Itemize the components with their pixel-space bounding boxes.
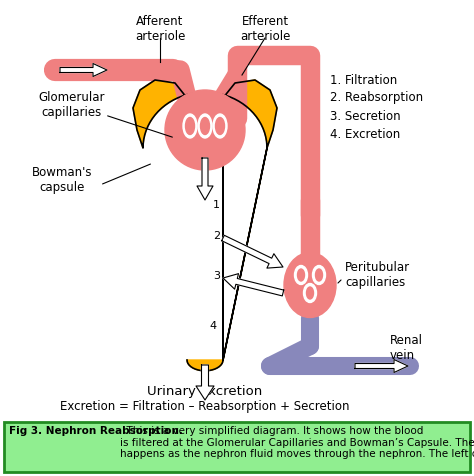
Ellipse shape <box>183 114 197 138</box>
Text: 4. Excretion: 4. Excretion <box>330 128 400 140</box>
Ellipse shape <box>201 118 210 135</box>
Ellipse shape <box>284 252 336 317</box>
Polygon shape <box>60 63 107 77</box>
Text: 3: 3 <box>213 271 220 281</box>
Ellipse shape <box>316 269 322 281</box>
Text: This is a very simplified diagram. It shows how the blood
is filtered at the Glo: This is a very simplified diagram. It sh… <box>120 426 474 459</box>
Circle shape <box>165 90 245 170</box>
Polygon shape <box>197 158 213 200</box>
Text: 2: 2 <box>213 231 220 241</box>
Polygon shape <box>223 274 284 296</box>
Text: 2. Reabsorption: 2. Reabsorption <box>330 91 423 105</box>
Text: Urinary excretion: Urinary excretion <box>147 385 263 398</box>
Polygon shape <box>355 359 408 373</box>
Ellipse shape <box>216 118 225 135</box>
Text: Bowman's
capsule: Bowman's capsule <box>32 166 92 194</box>
Polygon shape <box>196 365 214 400</box>
Text: Fig 3. Nephron Reabsorption.: Fig 3. Nephron Reabsorption. <box>9 426 183 436</box>
Text: Excretion = Filtration – Reabsorption + Secretion: Excretion = Filtration – Reabsorption + … <box>60 400 350 413</box>
Polygon shape <box>187 360 223 371</box>
Ellipse shape <box>298 269 304 281</box>
Ellipse shape <box>303 284 317 303</box>
Ellipse shape <box>307 287 313 299</box>
Ellipse shape <box>198 114 212 138</box>
FancyBboxPatch shape <box>4 422 470 472</box>
Text: 4: 4 <box>209 321 216 331</box>
Text: Renal
vein: Renal vein <box>390 334 423 362</box>
Ellipse shape <box>213 114 227 138</box>
Text: Efferent
arteriole: Efferent arteriole <box>240 15 290 43</box>
Polygon shape <box>222 235 283 268</box>
Text: Glomerular
capillaries: Glomerular capillaries <box>39 91 105 119</box>
Text: 3. Secretion: 3. Secretion <box>330 109 401 122</box>
Text: Afferent
arteriole: Afferent arteriole <box>135 15 185 43</box>
Text: 1: 1 <box>213 200 220 210</box>
Ellipse shape <box>294 266 308 285</box>
Polygon shape <box>133 80 277 360</box>
Text: 1. Filtration: 1. Filtration <box>330 73 397 87</box>
Text: Peritubular
capillaries: Peritubular capillaries <box>345 261 410 289</box>
Ellipse shape <box>185 118 194 135</box>
Ellipse shape <box>312 266 326 285</box>
